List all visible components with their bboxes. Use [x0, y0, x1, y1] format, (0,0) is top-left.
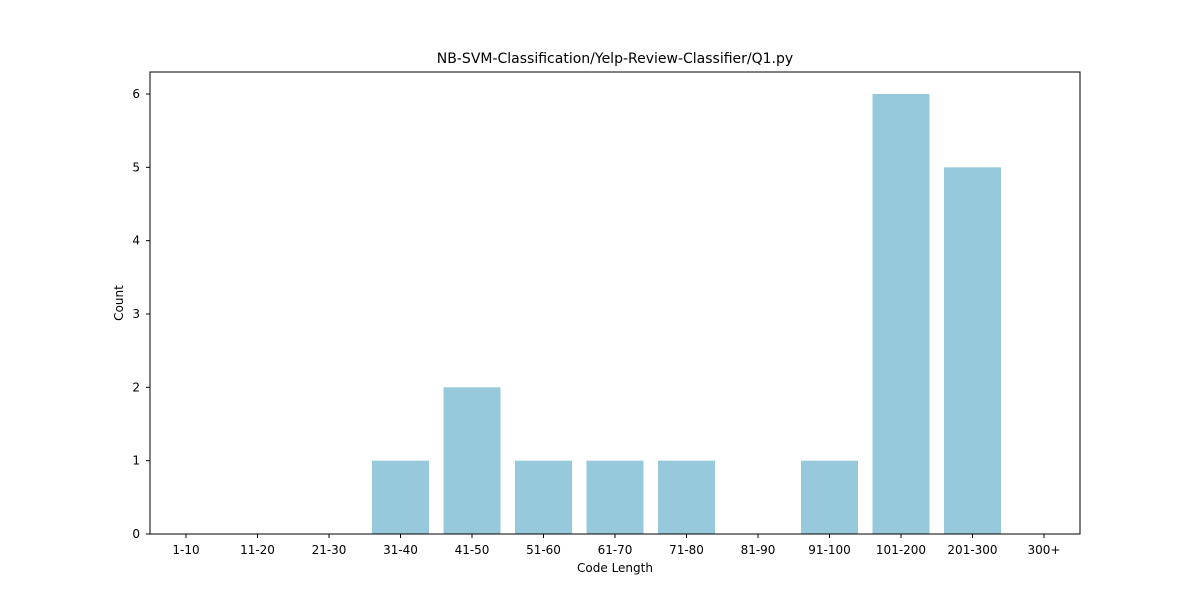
y-tick-label: 3 [132, 307, 140, 321]
x-tick-label: 1-10 [172, 543, 199, 557]
x-axis-ticks: 1-10 11-20 21-30 31-40 41-50 51-60 61-70 71-80 8… [172, 534, 1060, 557]
y-tick-label: 5 [132, 160, 140, 174]
x-tick-label: 61-70 [598, 543, 633, 557]
x-axis-label: Code Length [577, 561, 653, 575]
x-tick-label: 51-60 [526, 543, 561, 557]
bar-51-60 [515, 460, 572, 534]
x-tick-label: 201-300 [947, 543, 997, 557]
bars [372, 94, 1001, 535]
plot-frame [149, 71, 1081, 535]
y-tick-label: 4 [132, 234, 140, 248]
y-tick-label: 0 [132, 527, 140, 541]
x-tick-label: 41-50 [455, 543, 490, 557]
chart-title: NB-SVM-Classification/Yelp-Review-Classi… [437, 51, 793, 67]
bar-31-40 [372, 460, 429, 534]
x-tick-label: 81-90 [741, 543, 776, 557]
x-tick-label: 11-20 [240, 543, 275, 557]
y-tick-label: 1 [132, 454, 140, 468]
bar-101-200 [872, 94, 930, 534]
y-axis-label: Count [112, 285, 126, 321]
x-tick-label: 91-100 [808, 543, 851, 557]
y-tick-label: 2 [132, 380, 140, 394]
x-tick-label: 31-40 [383, 543, 418, 557]
y-axis-ticks: 0 1 2 3 4 5 6 [132, 87, 150, 541]
bar-41-50 [443, 387, 501, 534]
x-tick-label: 101-200 [876, 543, 926, 557]
x-tick-label: 300+ [1028, 543, 1061, 557]
bar-71-80 [658, 460, 715, 534]
x-tick-label: 71-80 [669, 543, 704, 557]
bar-91-100 [801, 460, 858, 534]
bar-61-70 [586, 460, 644, 534]
bar-201-300 [944, 167, 1001, 535]
y-tick-label: 6 [132, 87, 140, 101]
x-tick-label: 21-30 [312, 543, 347, 557]
